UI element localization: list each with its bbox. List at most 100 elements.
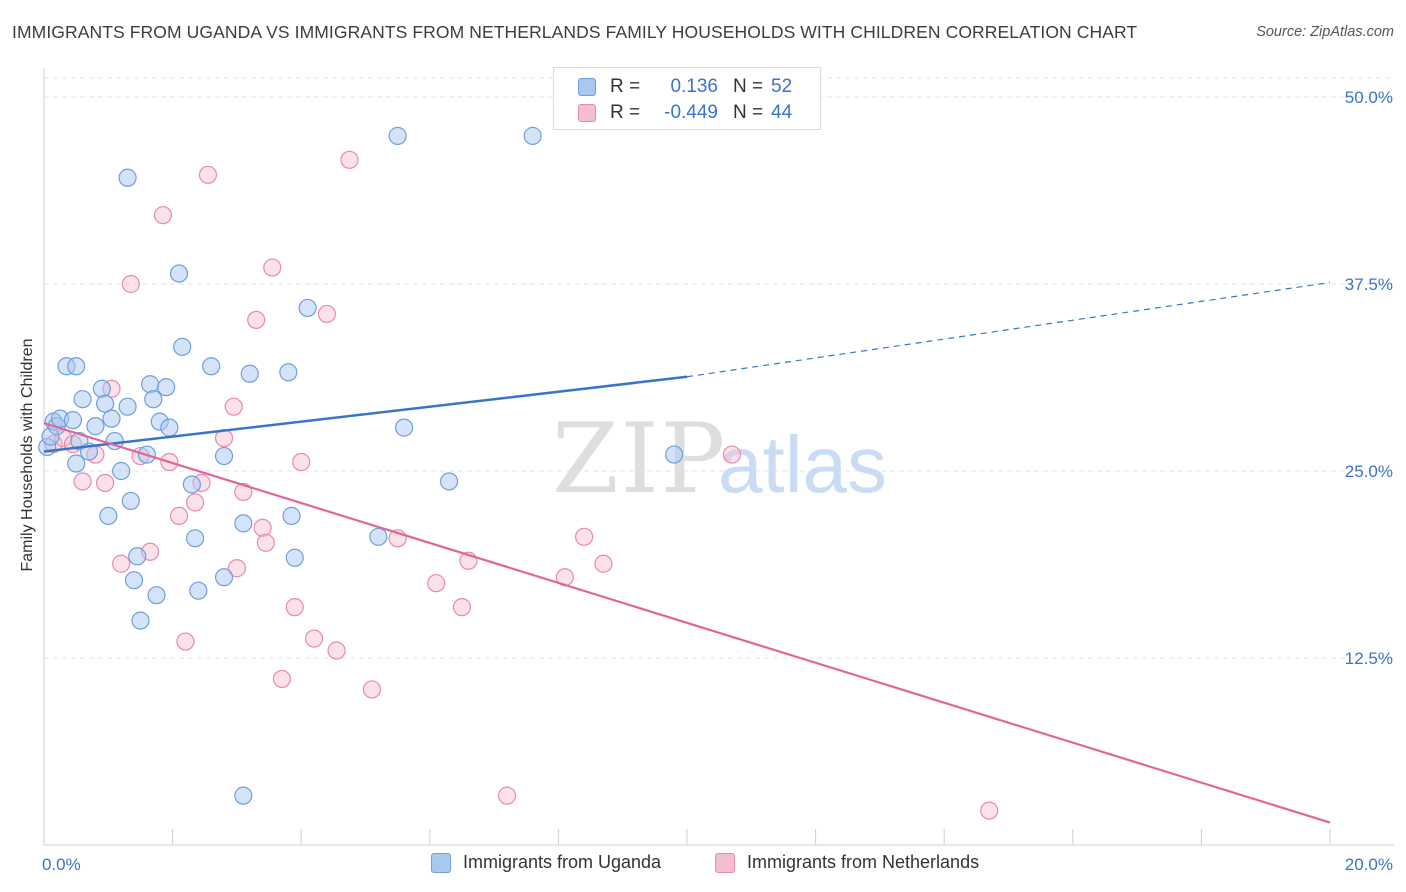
netherlands-point [263,258,282,277]
uganda-point [140,375,160,394]
uganda-point [67,454,86,473]
r-value: 0.136 [670,76,718,97]
netherlands-point [153,206,173,225]
netherlands-swatch [578,104,596,122]
series-uganda-points [38,126,684,805]
netherlands-point [169,506,189,525]
uganda-point [285,548,304,567]
y-tick-label: 50.0% [1345,88,1393,107]
uganda-point [131,611,150,630]
netherlands-point [285,598,304,617]
uganda-point [144,390,163,409]
stats-legend: R = 0.136 N = 52 R = -0.449 N = 44 [553,67,821,130]
axes [43,68,1394,846]
watermark-atlas: atlas [718,420,887,509]
netherlands-point [73,472,92,491]
uganda-point [128,547,147,566]
uganda-point [102,409,121,428]
uganda-point [388,126,407,145]
uganda-point [234,514,253,533]
netherlands-point [224,397,243,416]
uganda-trend-line [43,375,688,453]
netherlands-point [594,554,613,573]
uganda-swatch [578,78,596,96]
tick-labels: 12.5% 25.0% 37.5% 50.0% 0.0% 20.0% [42,88,1393,874]
netherlands-point [980,801,999,820]
uganda-point [147,586,166,605]
n-label: N = [733,102,764,123]
netherlands-point [427,574,446,593]
uganda-trend-extension [686,281,1331,378]
uganda-point [214,446,234,466]
uganda-point [67,357,86,376]
uganda-point [186,529,205,548]
netherlands-point [227,559,246,578]
y-tick-label: 12.5% [1345,649,1393,668]
uganda-point [121,491,140,511]
netherlands-point [121,274,140,294]
netherlands-point [198,165,218,184]
uganda-point [112,461,131,481]
netherlands-point [292,452,311,472]
netherlands-point [95,473,115,493]
uganda-point [240,364,259,383]
trend-lines [43,281,1331,824]
uganda-point [665,445,684,464]
uganda-swatch [431,853,451,873]
uganda-point [182,475,201,494]
netherlands-point [272,669,292,689]
uganda-point [73,390,92,409]
netherlands-point [247,310,266,330]
uganda-point [157,378,176,397]
chart-title: IMMIGRANTS FROM UGANDA VS IMMIGRANTS FRO… [12,22,1138,42]
uganda-point [189,581,208,600]
legend-label-uganda: Immigrants from Uganda [463,852,662,872]
netherlands-point [327,641,346,660]
uganda-point [298,298,317,318]
netherlands-point [253,518,272,537]
netherlands-point [722,445,742,464]
netherlands-swatch [715,853,735,873]
netherlands-point [256,533,275,552]
uganda-point [95,394,115,413]
series-netherlands-points [44,150,999,820]
netherlands-point [575,527,594,546]
netherlands-trend-line [43,422,1331,824]
uganda-point [99,506,118,525]
netherlands-point [304,629,324,648]
uganda-point [173,337,192,356]
netherlands-point [176,632,195,651]
x-tick-label: 0.0% [42,855,81,874]
n-value: 52 [771,76,793,97]
uganda-point [92,379,111,398]
netherlands-point [497,786,517,805]
uganda-point [63,411,83,430]
netherlands-point [234,482,253,502]
y-tick-label: 37.5% [1345,275,1393,294]
uganda-point [214,568,234,587]
uganda-point [86,417,105,436]
watermark-zip: ZIP [552,403,727,515]
source-label: Source: ZipAtlas.com [1256,24,1394,40]
netherlands-point [362,680,382,699]
n-label: N = [733,76,764,97]
x-tick-label: 20.0% [1345,855,1393,874]
n-value: 44 [771,102,793,123]
uganda-point [282,506,301,525]
uganda-point [118,168,137,187]
r-value: -0.449 [664,102,718,123]
y-tick-label: 25.0% [1345,462,1393,481]
netherlands-point [452,598,472,617]
uganda-point [523,126,542,145]
uganda-point [279,363,298,382]
netherlands-point [340,150,359,169]
watermark: ZIP atlas [552,403,887,515]
netherlands-point [112,554,131,573]
uganda-point [202,357,221,376]
uganda-point [439,472,459,491]
uganda-point [124,571,144,590]
r-label: R = [610,76,641,97]
legend-label-netherlands: Immigrants from Netherlands [747,852,980,872]
uganda-point [394,418,414,437]
